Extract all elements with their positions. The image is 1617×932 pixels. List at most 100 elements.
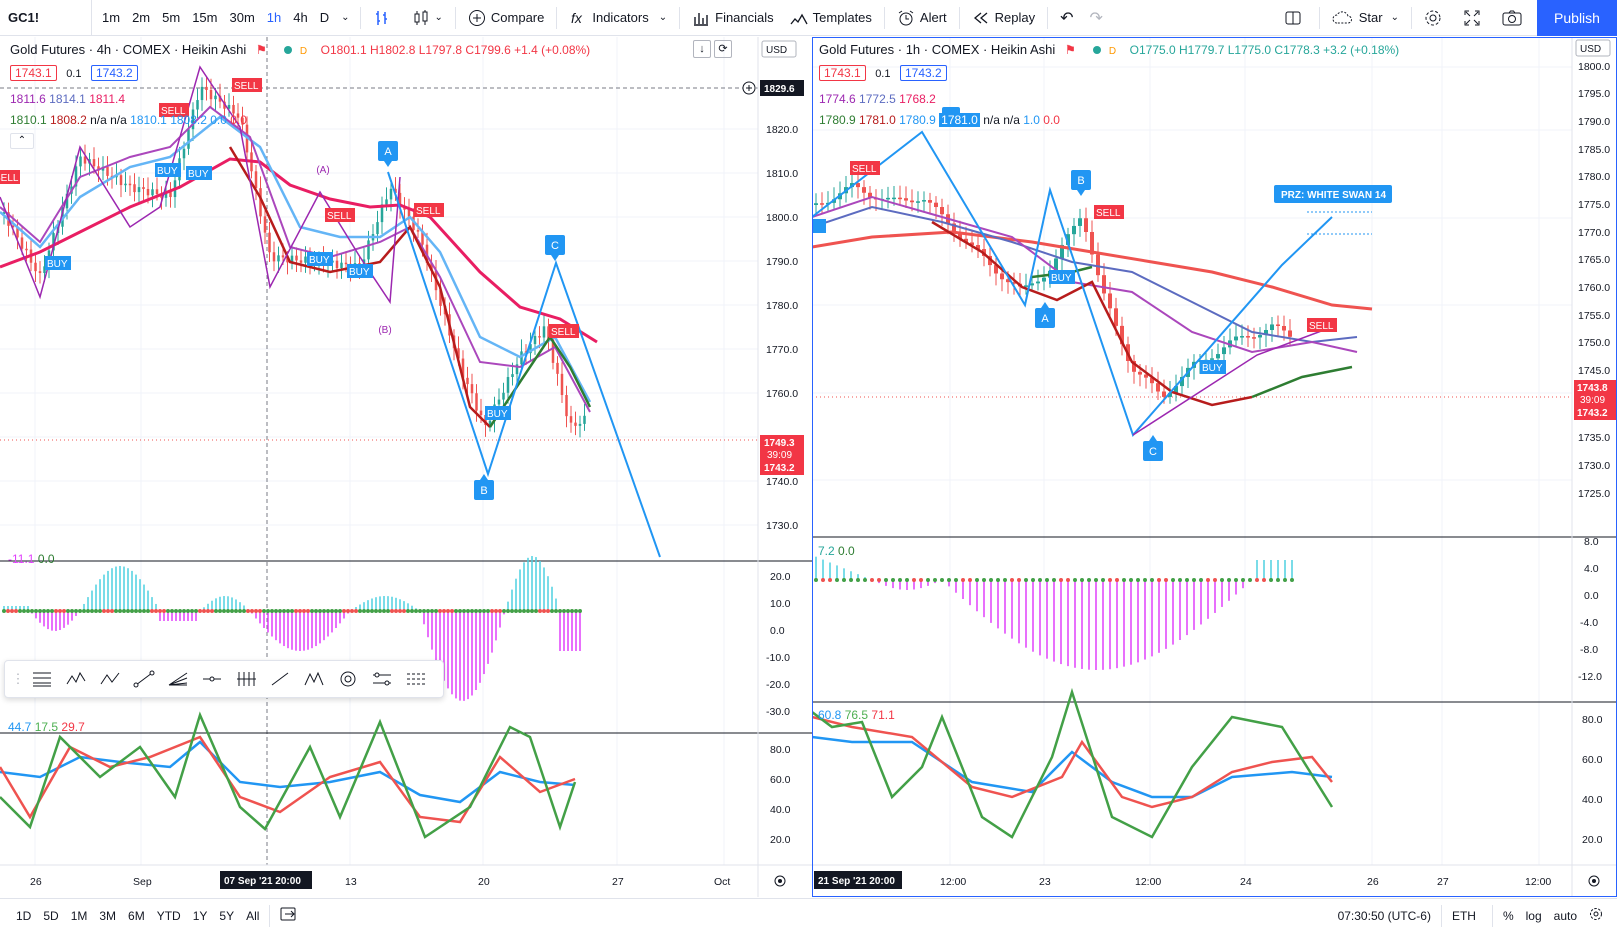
right-legend: Gold Futures · 1h · COMEX · Heikin Ashi … <box>819 42 1399 57</box>
osc-dot <box>266 609 270 613</box>
layout-button[interactable] <box>1276 0 1315 36</box>
indicators-button[interactable]: fx Indicators ⌄ <box>561 0 675 36</box>
chevron-down-icon: ⌄ <box>1390 12 1399 23</box>
timeframe-5m[interactable]: 5m <box>162 10 181 25</box>
percent-toggle[interactable]: % <box>1502 908 1514 923</box>
elliott-wave-tool[interactable] <box>297 664 331 694</box>
parallel-channel-tool[interactable] <box>365 664 399 694</box>
osc-dot <box>578 609 582 613</box>
goto-date-button[interactable] <box>274 907 304 924</box>
right-ask[interactable]: 1743.2 <box>899 65 947 81</box>
svg-text:13: 13 <box>345 876 357 888</box>
range-1y[interactable]: 1Y <box>192 908 208 923</box>
symbol-search[interactable]: GC1! <box>0 0 92 36</box>
svg-text:BUY: BUY <box>47 259 68 270</box>
financials-button[interactable]: Financials <box>684 0 782 36</box>
clock[interactable]: 07:30:50 (UTC-6) <box>1337 908 1431 923</box>
publish-button[interactable]: Publish <box>1537 0 1617 36</box>
pitchfork-tool[interactable] <box>229 664 263 694</box>
settings-button[interactable] <box>1416 0 1455 36</box>
alert-button[interactable]: Alert <box>889 0 955 36</box>
osc-dot <box>546 609 550 613</box>
drag-handle[interactable]: ⋮ <box>11 671 25 686</box>
timeframe-d[interactable]: D <box>319 10 330 25</box>
session-toggle[interactable]: ETH <box>1451 908 1476 923</box>
osc-dot <box>1157 578 1161 582</box>
fullscreen-button[interactable] <box>1455 0 1494 36</box>
range-all[interactable]: All <box>246 908 260 923</box>
range-5d[interactable]: 5D <box>43 908 59 923</box>
range-1m[interactable]: 1M <box>70 908 88 923</box>
candle-body <box>200 86 204 101</box>
candle-body <box>583 415 586 424</box>
osc-dot <box>202 609 206 613</box>
timeframe-30m[interactable]: 30m <box>229 10 255 25</box>
osc-dot <box>1101 578 1105 582</box>
left-bid[interactable]: 1743.1 <box>10 65 57 81</box>
osc-dot <box>502 609 506 613</box>
cycle-tool[interactable] <box>331 664 365 694</box>
fib-retracement-tool[interactable] <box>25 664 59 694</box>
range-3m[interactable]: 3M <box>99 908 117 923</box>
bar-type-button[interactable] <box>365 0 404 36</box>
left-alert-flag-icon[interactable]: ⚑ <box>255 43 267 57</box>
left-scroll-down-button[interactable]: ↓ <box>693 40 711 58</box>
left-collapse-button[interactable]: ⌃ <box>10 133 34 149</box>
regression-tool[interactable] <box>399 664 433 694</box>
candle-body <box>1138 371 1142 375</box>
timeframe-1h[interactable]: 1h <box>266 10 282 25</box>
right-alert-flag-icon[interactable]: ⚑ <box>1064 43 1076 57</box>
replay-button[interactable]: Replay <box>964 0 1043 36</box>
svg-text:39:09: 39:09 <box>767 450 792 461</box>
chart-settings-button[interactable] <box>1583 907 1609 924</box>
left-ask[interactable]: 1743.2 <box>90 65 138 81</box>
candle-body <box>466 377 469 385</box>
osc-dot <box>884 578 888 582</box>
sell-signal-4: SELL <box>325 208 355 222</box>
left-sync-button[interactable]: ⟳ <box>714 40 732 58</box>
osc-dot <box>1178 578 1182 582</box>
osc-dot <box>1136 578 1140 582</box>
osc-dot <box>1185 578 1189 582</box>
svg-text:20.0: 20.0 <box>770 571 791 583</box>
osc-dot <box>82 609 86 613</box>
auto-toggle[interactable]: auto <box>1553 908 1577 923</box>
horizontal-ray-tool[interactable] <box>195 664 229 694</box>
star-button[interactable]: Star ⌄ <box>1324 0 1407 36</box>
osc-dot <box>1234 578 1238 582</box>
range-ytd[interactable]: YTD <box>156 908 181 923</box>
range-1d[interactable]: 1D <box>16 908 32 923</box>
candle-body <box>340 262 343 269</box>
fib-fan-tool[interactable] <box>161 664 195 694</box>
horizontal-line-icon <box>203 676 221 682</box>
svg-text:SELL: SELL <box>234 81 259 92</box>
pattern-xabcd-tool[interactable] <box>59 664 93 694</box>
timeframe-1m[interactable]: 1m <box>102 10 121 25</box>
right-last-price-tag: 1743.8 39:09 1743.2 <box>1574 380 1616 420</box>
compare-button[interactable]: Compare <box>460 0 552 36</box>
ray-tool[interactable] <box>263 664 297 694</box>
osc-dot <box>298 609 302 613</box>
osc-dot <box>326 609 330 613</box>
abc-pattern-tool[interactable] <box>93 664 127 694</box>
trend-line-tool[interactable] <box>127 664 161 694</box>
right-chart[interactable]: PRZ: WHITE SWAN 14 A B C SELL SELL SELL … <box>812 37 1617 897</box>
candles-button[interactable]: ⌄ <box>404 0 451 36</box>
svg-text:60.0: 60.0 <box>770 774 791 786</box>
undo-button[interactable]: ↶ <box>1052 0 1081 36</box>
templates-button[interactable]: Templates <box>782 0 880 36</box>
range-6m[interactable]: 6M <box>128 908 145 923</box>
candle-body <box>65 193 69 209</box>
range-5y[interactable]: 5Y <box>219 908 235 923</box>
left-chart[interactable]: A B C (A) (B) SELL SELL SELL SELL SELL S… <box>0 37 812 897</box>
timeframe-15m[interactable]: 15m <box>192 10 218 25</box>
right-bid[interactable]: 1743.1 <box>819 65 866 81</box>
osc-dot <box>286 609 290 613</box>
timeframe-2m[interactable]: 2m <box>132 10 151 25</box>
chevron-down-icon[interactable]: ⌄ <box>341 12 350 23</box>
osc-dot <box>530 609 534 613</box>
snapshot-button[interactable] <box>1494 0 1535 36</box>
log-toggle[interactable]: log <box>1525 908 1542 923</box>
timeframe-4h[interactable]: 4h <box>293 10 308 25</box>
redo-button[interactable]: ↷ <box>1082 0 1111 36</box>
